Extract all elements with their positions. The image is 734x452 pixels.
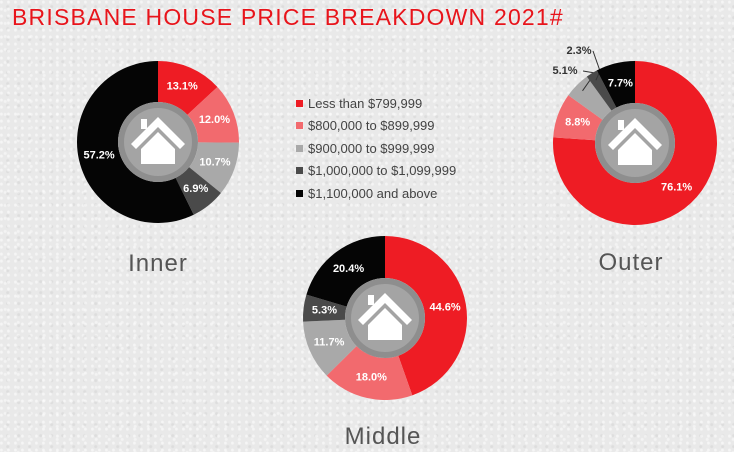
legend-label: $1,100,000 and above — [308, 185, 438, 201]
region-label-outer: Outer — [598, 249, 664, 276]
donut-slice — [158, 61, 218, 115]
legend-swatch — [296, 144, 303, 152]
data-label: 11.7% — [314, 336, 345, 348]
legend-item: $1,100,000 and above — [296, 182, 456, 205]
donut-slice — [553, 61, 717, 225]
data-label: 13.1% — [167, 80, 198, 92]
house-icon — [358, 293, 412, 340]
region-label-middle: Middle — [344, 423, 422, 450]
data-label: 5.3% — [312, 304, 337, 316]
legend-swatch — [296, 167, 303, 175]
donut-slice — [303, 319, 357, 376]
donut-chart-middle: 44.6% 18.0% 11.7% 5.3% 20.4% — [303, 236, 467, 400]
legend-item: $900,000 to $999,999 — [296, 137, 456, 160]
legend-label: Less than $799,999 — [308, 95, 423, 111]
legend-item: $800,000 to $899,999 — [296, 115, 456, 138]
donut-slice — [187, 86, 239, 143]
data-label: 2.3% — [566, 45, 591, 57]
data-label: 76.1% — [661, 182, 692, 194]
data-label: 5.1% — [552, 65, 577, 77]
data-label: 8.8% — [565, 116, 590, 128]
legend-label: $900,000 to $999,999 — [308, 140, 435, 156]
data-label: 20.4% — [333, 263, 364, 275]
house-icon — [131, 117, 185, 164]
donut-slice — [189, 142, 239, 193]
legend-label: $800,000 to $899,999 — [308, 118, 435, 134]
house-icon — [608, 118, 662, 165]
donut-slice — [306, 236, 385, 307]
legend-item: $1,000,000 to $1,099,999 — [296, 160, 456, 183]
legend-swatch — [296, 122, 303, 130]
data-label: 18.0% — [356, 371, 387, 383]
donut-slice — [586, 70, 617, 111]
donut-slice — [76, 61, 194, 224]
donut-chart-inner: 13.1% 12.0% 10.7% 6.9% 57.2% — [76, 61, 239, 224]
donut-slice — [175, 167, 221, 215]
donut-chart-outer: 76.1% 8.8% 5.1% 2.3% 7.7% — [552, 45, 717, 225]
data-label: 7.7% — [608, 78, 633, 90]
chart-title: BRISBANE HOUSE PRICE BREAKDOWN 2021# — [12, 4, 564, 30]
legend-swatch — [296, 99, 303, 107]
data-label: 12.0% — [199, 114, 230, 126]
legend: Less than $799,999 $800,000 to $899,999 … — [296, 92, 456, 205]
donut-slice — [385, 236, 467, 396]
donut-slice — [553, 95, 603, 141]
legend-item: Less than $799,999 — [296, 92, 456, 115]
donut-slice — [596, 61, 635, 108]
data-label: 57.2% — [83, 150, 114, 162]
data-label: 10.7% — [199, 156, 230, 168]
region-label-inner: Inner — [128, 250, 188, 277]
donut-slice — [568, 76, 612, 120]
donut-slice — [326, 346, 413, 400]
data-label: 44.6% — [430, 302, 461, 314]
donut-slice — [303, 294, 347, 322]
data-label: 6.9% — [183, 183, 208, 195]
legend-swatch — [296, 189, 303, 197]
legend-label: $1,000,000 to $1,099,999 — [308, 163, 457, 179]
